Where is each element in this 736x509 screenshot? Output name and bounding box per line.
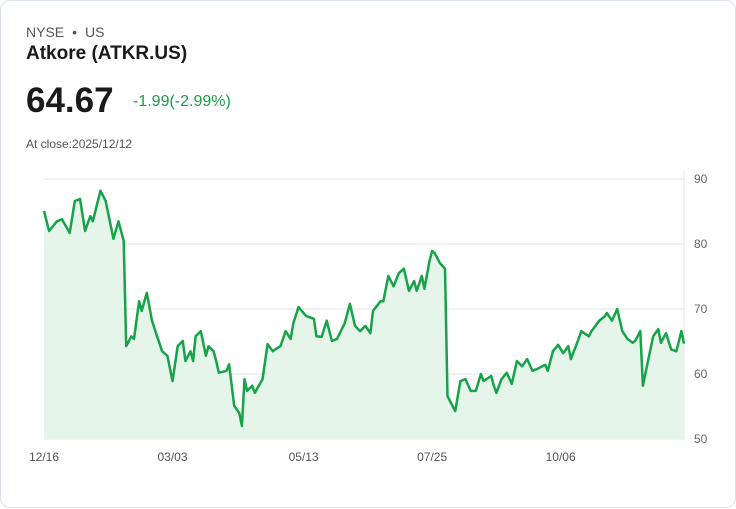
close-date: At close:2025/12/12	[26, 137, 133, 151]
x-tick-label: 10/06	[546, 450, 576, 464]
y-tick-label: 60	[694, 367, 708, 381]
x-tick-label: 05/13	[289, 450, 319, 464]
y-tick-label: 50	[694, 432, 708, 446]
region: US	[85, 24, 105, 40]
stock-title: Atkore (ATKR.US)	[26, 43, 188, 64]
y-tick-label: 70	[694, 302, 708, 316]
exchange: NYSE	[26, 24, 65, 40]
y-tick-label: 80	[694, 237, 708, 251]
x-tick-label: 12/16	[29, 450, 59, 464]
price: 64.67	[26, 81, 114, 120]
area-fill	[44, 190, 684, 439]
price-change: -1.99(-2.99%)	[133, 93, 231, 110]
separator: •	[72, 24, 78, 40]
price-line	[42, 189, 686, 428]
x-tick-label: 03/03	[157, 450, 187, 464]
x-tick-label: 07/25	[417, 450, 447, 464]
exchange-info: NYSE • US	[26, 24, 104, 40]
y-tick-label: 90	[694, 172, 708, 186]
